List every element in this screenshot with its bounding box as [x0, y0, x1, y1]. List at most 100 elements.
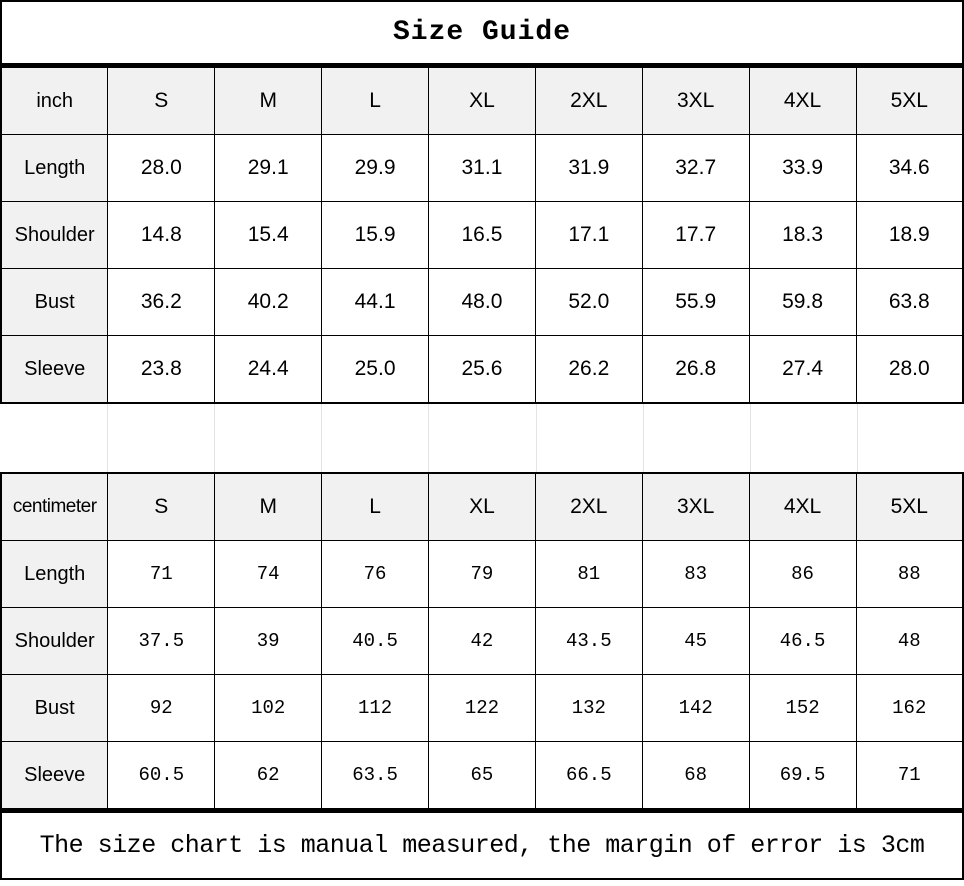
- cm-size-table: centimeter S M L XL 2XL 3XL 4XL 5XL Leng…: [0, 472, 964, 810]
- size-value-cell: 26.8: [641, 335, 750, 404]
- gap-cell: [214, 404, 321, 472]
- size-value-cell: 31.9: [534, 134, 643, 202]
- size-value-cell: 26.2: [534, 335, 643, 404]
- size-value-cell: 29.9: [321, 134, 429, 202]
- gap-cell: [0, 404, 107, 472]
- size-value-cell: 62: [214, 741, 323, 810]
- gap-cell: [428, 404, 535, 472]
- gap-cell: [535, 404, 643, 472]
- size-value-cell: 74: [214, 540, 323, 608]
- size-value-cell: 122: [428, 674, 536, 742]
- table-row: Length 71 74 76 79 81 83 86 88: [0, 540, 964, 608]
- table-gap: [0, 404, 964, 472]
- table-row: Bust 36.2 40.2 44.1 48.0 52.0 55.9 59.8 …: [0, 268, 964, 336]
- size-header-cell: 3XL: [641, 472, 750, 541]
- size-header-cell: S: [107, 66, 216, 135]
- size-value-cell: 23.8: [107, 335, 216, 404]
- size-value-cell: 162: [855, 674, 964, 742]
- table-row: Sleeve 23.8 24.4 25.0 25.6 26.2 26.8 27.…: [0, 335, 964, 404]
- row-label-cell: Length: [0, 134, 109, 202]
- size-value-cell: 43.5: [534, 607, 643, 675]
- size-value-cell: 34.6: [855, 134, 964, 202]
- size-value-cell: 28.0: [855, 335, 964, 404]
- size-value-cell: 63.5: [321, 741, 429, 810]
- size-value-cell: 17.7: [641, 201, 750, 269]
- measurement-note: The size chart is manual measured, the m…: [0, 810, 964, 880]
- size-value-cell: 36.2: [107, 268, 216, 336]
- unit-label-cell: centimeter: [0, 472, 109, 541]
- size-value-cell: 42: [428, 607, 536, 675]
- size-value-cell: 48.0: [428, 268, 536, 336]
- table-row: Sleeve 60.5 62 63.5 65 66.5 68 69.5 71: [0, 741, 964, 810]
- size-header-cell: 5XL: [855, 66, 964, 135]
- table-row: Bust 92 102 112 122 132 142 152 162: [0, 674, 964, 742]
- size-header-cell: L: [321, 66, 429, 135]
- size-value-cell: 18.9: [855, 201, 964, 269]
- size-value-cell: 45: [641, 607, 750, 675]
- size-value-cell: 16.5: [428, 201, 536, 269]
- inch-header-row: inch S M L XL 2XL 3XL 4XL 5XL: [0, 66, 964, 135]
- size-value-cell: 28.0: [107, 134, 216, 202]
- size-header-cell: S: [107, 472, 216, 541]
- gap-cell: [642, 404, 750, 472]
- size-header-cell: 4XL: [748, 66, 857, 135]
- row-label-cell: Sleeve: [0, 335, 109, 404]
- inch-size-table: inch S M L XL 2XL 3XL 4XL 5XL Length 28.…: [0, 66, 964, 404]
- gap-cell: [321, 404, 428, 472]
- size-value-cell: 81: [534, 540, 643, 608]
- row-label-cell: Bust: [0, 268, 109, 336]
- size-value-cell: 88: [855, 540, 964, 608]
- row-label-cell: Shoulder: [0, 201, 109, 269]
- gap-cell: [856, 404, 964, 472]
- size-header-cell: XL: [428, 472, 536, 541]
- size-value-cell: 69.5: [748, 741, 857, 810]
- size-header-cell: M: [214, 472, 323, 541]
- size-value-cell: 46.5: [748, 607, 857, 675]
- size-value-cell: 68: [641, 741, 750, 810]
- size-value-cell: 63.8: [855, 268, 964, 336]
- size-value-cell: 52.0: [534, 268, 643, 336]
- page-title: Size Guide: [0, 0, 964, 66]
- size-header-cell: L: [321, 472, 429, 541]
- size-header-cell: M: [214, 66, 323, 135]
- size-value-cell: 55.9: [641, 268, 750, 336]
- size-value-cell: 25.6: [428, 335, 536, 404]
- size-value-cell: 59.8: [748, 268, 857, 336]
- size-value-cell: 48: [855, 607, 964, 675]
- size-value-cell: 40.5: [321, 607, 429, 675]
- size-value-cell: 152: [748, 674, 857, 742]
- size-value-cell: 39: [214, 607, 323, 675]
- size-header-cell: 5XL: [855, 472, 964, 541]
- gap-cell: [107, 404, 214, 472]
- size-value-cell: 18.3: [748, 201, 857, 269]
- size-value-cell: 44.1: [321, 268, 429, 336]
- size-value-cell: 29.1: [214, 134, 323, 202]
- cm-header-row: centimeter S M L XL 2XL 3XL 4XL 5XL: [0, 472, 964, 541]
- size-value-cell: 15.4: [214, 201, 323, 269]
- size-header-cell: 4XL: [748, 472, 857, 541]
- size-value-cell: 83: [641, 540, 750, 608]
- size-value-cell: 15.9: [321, 201, 429, 269]
- row-label-cell: Sleeve: [0, 741, 109, 810]
- size-value-cell: 132: [534, 674, 643, 742]
- size-value-cell: 71: [855, 741, 964, 810]
- table-row: Shoulder 14.8 15.4 15.9 16.5 17.1 17.7 1…: [0, 201, 964, 269]
- row-label-cell: Length: [0, 540, 109, 608]
- size-value-cell: 17.1: [534, 201, 643, 269]
- size-value-cell: 142: [641, 674, 750, 742]
- size-value-cell: 25.0: [321, 335, 429, 404]
- size-value-cell: 112: [321, 674, 429, 742]
- size-value-cell: 76: [321, 540, 429, 608]
- size-value-cell: 37.5: [107, 607, 216, 675]
- table-row: Length 28.0 29.1 29.9 31.1 31.9 32.7 33.…: [0, 134, 964, 202]
- table-row: Shoulder 37.5 39 40.5 42 43.5 45 46.5 48: [0, 607, 964, 675]
- size-value-cell: 65: [428, 741, 536, 810]
- unit-label-cell: inch: [0, 66, 109, 135]
- size-header-cell: 3XL: [641, 66, 750, 135]
- size-value-cell: 40.2: [214, 268, 323, 336]
- size-header-cell: 2XL: [534, 66, 643, 135]
- size-header-cell: 2XL: [534, 472, 643, 541]
- row-label-cell: Bust: [0, 674, 109, 742]
- size-value-cell: 66.5: [534, 741, 643, 810]
